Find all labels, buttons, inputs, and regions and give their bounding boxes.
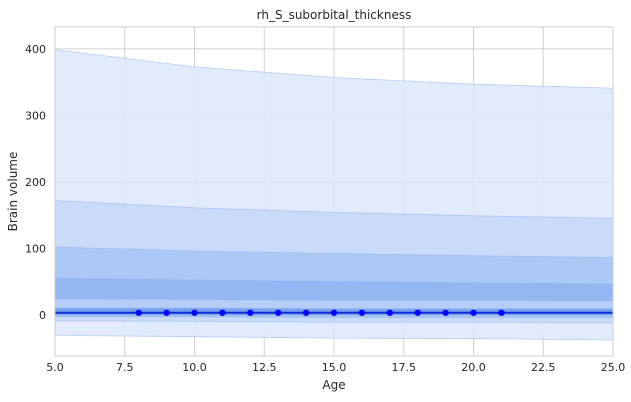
data-point xyxy=(163,309,170,316)
data-point xyxy=(470,309,477,316)
data-point xyxy=(191,309,198,316)
data-point xyxy=(247,309,254,316)
data-point xyxy=(302,309,310,316)
data-point xyxy=(219,309,226,316)
data-point xyxy=(386,309,393,316)
x-axis-ticks: 5.0 7.5 10.0 12.5 15.0 17.5 20.0 22.5 25.0 xyxy=(46,361,625,374)
x-tick-label: 25.0 xyxy=(601,361,626,374)
y-axis-title: Brain volume xyxy=(6,152,20,232)
data-point xyxy=(358,309,366,316)
y-axis-ticks: 0 100 200 300 400 xyxy=(25,43,46,322)
x-tick-label: 22.5 xyxy=(531,361,556,374)
x-tick-label: 5.0 xyxy=(46,361,64,374)
y-tick-label: 200 xyxy=(25,176,46,189)
x-axis-title: Age xyxy=(322,378,345,392)
data-point xyxy=(498,309,505,316)
x-tick-label: 12.5 xyxy=(252,361,277,374)
x-tick-label: 15.0 xyxy=(322,361,347,374)
data-point xyxy=(275,309,282,316)
x-tick-label: 17.5 xyxy=(392,361,417,374)
plot-frame xyxy=(54,26,614,357)
y-tick-label: 300 xyxy=(25,109,46,122)
y-tick-label: 400 xyxy=(25,43,46,56)
data-points xyxy=(135,309,505,316)
x-tick-label: 7.5 xyxy=(116,361,134,374)
plot-area xyxy=(54,26,614,357)
y-tick-label: 0 xyxy=(39,309,46,322)
data-point xyxy=(414,309,421,316)
x-tick-label: 20.0 xyxy=(461,361,486,374)
data-point xyxy=(135,309,142,316)
data-point xyxy=(442,309,449,316)
chart-title: rh_S_suborbital_thickness xyxy=(257,8,412,22)
uncertainty-bands xyxy=(54,49,614,341)
y-tick-label: 100 xyxy=(25,242,46,255)
data-point xyxy=(330,309,338,316)
x-tick-label: 10.0 xyxy=(182,361,207,374)
